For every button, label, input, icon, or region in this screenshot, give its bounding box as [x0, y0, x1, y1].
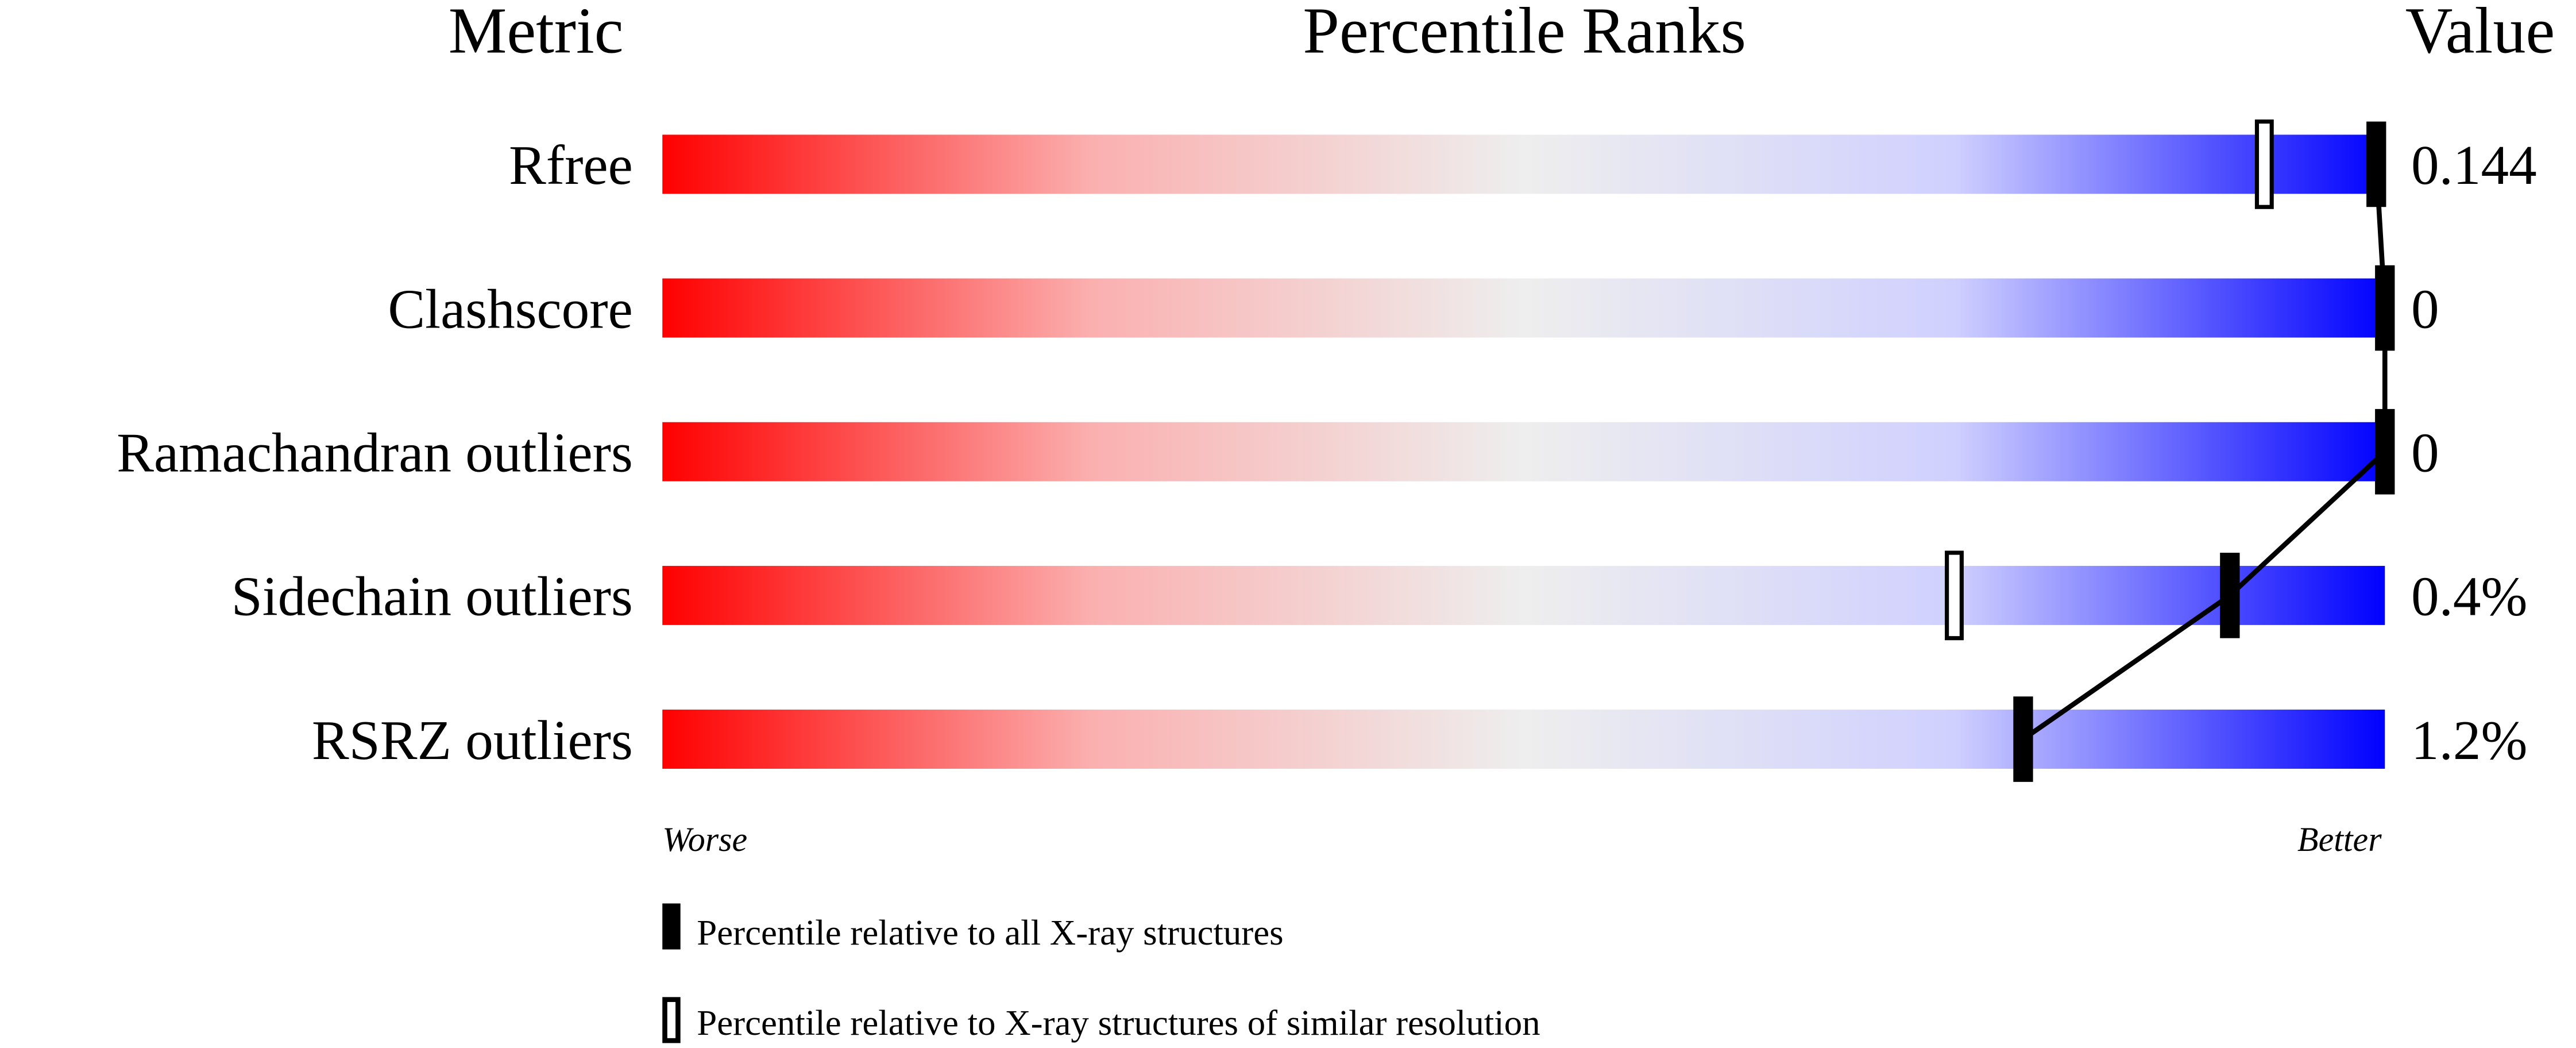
all-structures-marker [2375, 265, 2395, 351]
legend-open-marker-icon [662, 997, 681, 1043]
metric-label: Sidechain outliers [231, 566, 633, 628]
percentile-bar [662, 422, 2385, 481]
metric-label: Clashscore [388, 278, 632, 340]
percentile-bar [662, 134, 2385, 194]
percentile-bar [662, 710, 2385, 769]
similar-resolution-marker [2254, 119, 2274, 209]
metric-value: 0 [2411, 278, 2439, 340]
metric-value: 1.2% [2411, 710, 2527, 772]
percentile-bar [662, 278, 2385, 338]
legend-filled-marker-icon [662, 903, 681, 950]
all-structures-marker [2366, 121, 2386, 207]
metric-label: Ramachandran outliers [117, 422, 633, 484]
worse-label: Worse [662, 820, 747, 858]
similar-resolution-marker [1945, 550, 1964, 641]
header-metric: Metric [449, 0, 624, 67]
header-value: Value [2405, 0, 2555, 67]
better-label: Better [2297, 820, 2382, 858]
metric-value: 0 [2411, 422, 2439, 484]
all-structures-marker [2013, 696, 2033, 782]
all-structures-marker [2220, 553, 2240, 638]
metric-label: RSRZ outliers [312, 710, 633, 772]
metric-value: 0.4% [2411, 566, 2527, 628]
metric-value: 0.144 [2411, 134, 2537, 196]
header-percentile-ranks: Percentile Ranks [1303, 0, 1746, 67]
percentile-bar [662, 565, 2385, 625]
legend-all: Percentile relative to all X-ray structu… [697, 912, 1283, 953]
legend-similar: Percentile relative to X-ray structures … [697, 1003, 1540, 1043]
all-structures-marker [2375, 409, 2395, 495]
metric-label: Rfree [509, 134, 633, 196]
